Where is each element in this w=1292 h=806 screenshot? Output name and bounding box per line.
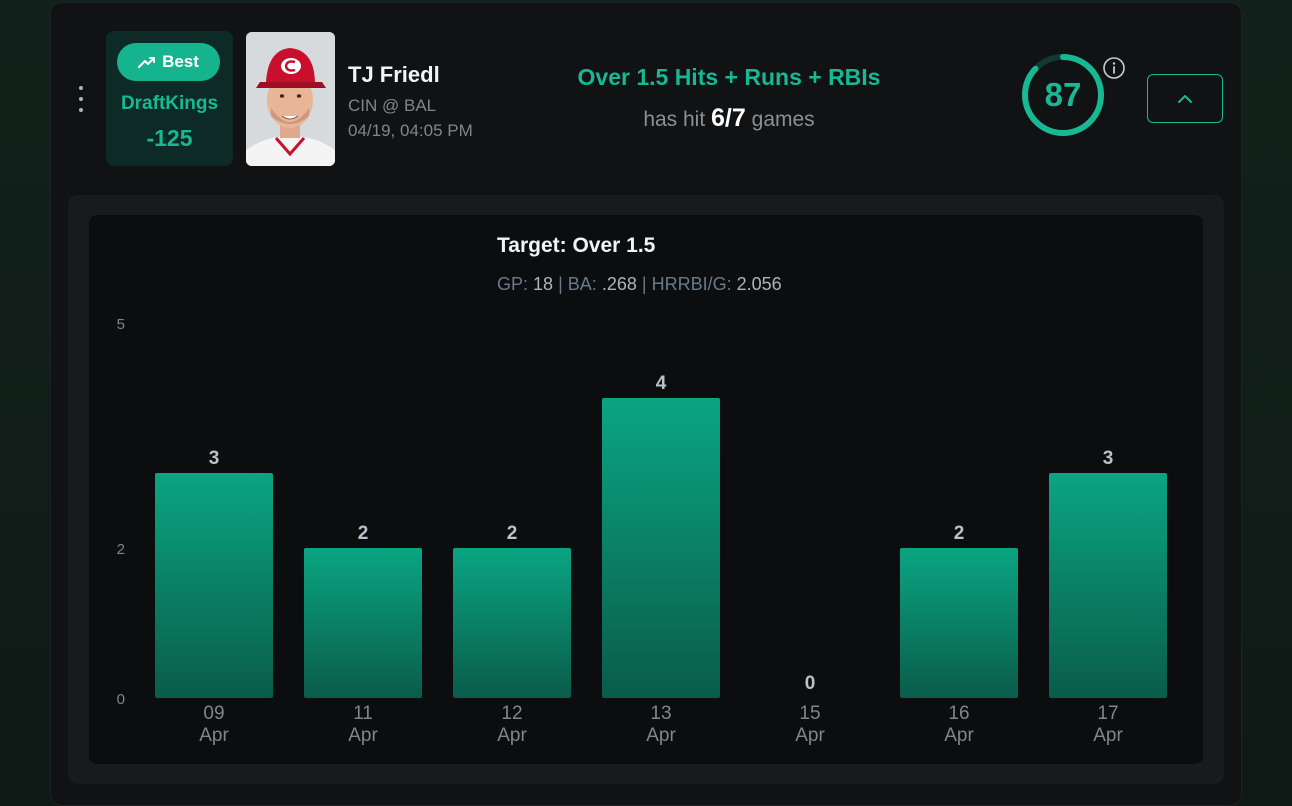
chart-area <box>89 215 1203 764</box>
score-ring <box>1022 54 1104 136</box>
sportsbook-name: DraftKings <box>120 93 219 114</box>
sportsbook-box: Best DraftKings -125 <box>106 31 233 166</box>
hit-rate: has hit 6/7 games <box>540 104 918 133</box>
chart-title: Target: Over 1.5 <box>497 234 656 257</box>
game-time: 04/19, 04:05 PM <box>348 121 473 140</box>
hrrbi-label: HRRBI/G: <box>651 274 732 294</box>
more-options-icon[interactable] <box>74 86 88 112</box>
chart-stats: GP: 18 | BA: .268 | HRRBI/G: 2.056 <box>497 274 782 295</box>
ba-value: .268 <box>601 274 637 294</box>
gp-value: 18 <box>533 274 554 294</box>
info-icon[interactable] <box>1102 56 1126 80</box>
best-badge-label: Best <box>162 52 199 71</box>
stats-separator: | <box>558 274 563 294</box>
trending-up-icon <box>138 57 156 68</box>
ba-label: BA: <box>567 274 597 294</box>
best-badge: Best <box>117 43 220 81</box>
gp-label: GP: <box>497 274 529 294</box>
hit-rate-value: 6/7 <box>711 104 746 132</box>
chevron-up-icon <box>1178 94 1192 103</box>
score-value: 87 <box>1044 76 1082 113</box>
prop-title: Over 1.5 Hits + Runs + RBIs <box>577 64 881 90</box>
stats-separator: | <box>641 274 647 294</box>
hit-rate-suffix: games <box>751 108 815 131</box>
sportsbook-odds: -125 <box>146 125 193 151</box>
player-avatar <box>246 32 335 166</box>
hrrbi-value: 2.056 <box>736 274 782 294</box>
player-name: TJ Friedl <box>348 62 440 87</box>
collapse-button[interactable] <box>1147 74 1223 123</box>
hit-rate-prefix: has hit <box>643 108 706 131</box>
matchup: CIN @ BAL <box>348 96 437 115</box>
